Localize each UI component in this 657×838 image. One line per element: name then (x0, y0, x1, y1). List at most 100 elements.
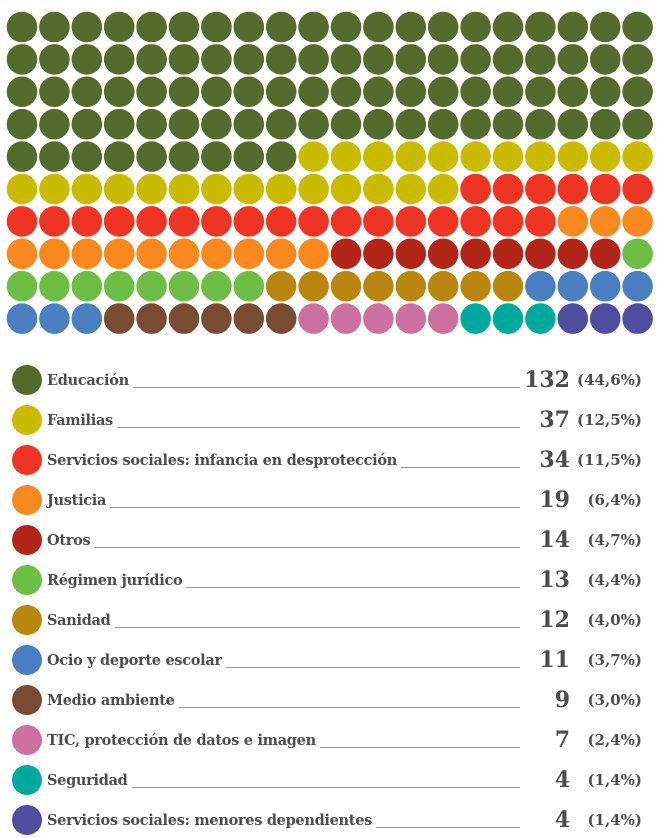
waffle-dot (363, 303, 394, 334)
legend-label: Sanidad (47, 611, 111, 629)
waffle-dot (427, 270, 459, 302)
legend-label: TIC, protección de datos e imagen (47, 731, 316, 749)
waffle-dot (557, 238, 589, 270)
leader-line (94, 547, 520, 548)
waffle-dot (427, 173, 459, 205)
legend-row: Familias 37 (12,5%) (0, 402, 657, 438)
leader-line (114, 627, 520, 628)
waffle-dot (265, 270, 297, 302)
legend-row: Seguridad 4 (1,4%) (0, 762, 657, 798)
waffle-dot (103, 303, 135, 334)
waffle-dot (71, 76, 103, 108)
percent: (1,4%) (587, 771, 642, 789)
waffle-dot (298, 11, 329, 43)
waffle-dot (492, 76, 524, 108)
percent: (2,4%) (587, 731, 642, 749)
waffle-dot (589, 76, 621, 108)
waffle-dot (39, 270, 70, 302)
waffle-dot (233, 238, 265, 270)
waffle-dot (136, 303, 167, 334)
waffle-dot (39, 303, 70, 334)
waffle-dot (71, 303, 103, 334)
waffle-dot (39, 206, 70, 237)
waffle-dot (525, 238, 556, 270)
waffle-dot (492, 206, 524, 237)
waffle-dot (363, 11, 394, 43)
waffle-dot (39, 141, 70, 172)
count: 12 (539, 607, 570, 633)
waffle-dot (363, 141, 394, 172)
waffle-dot (201, 11, 232, 43)
waffle-dot (6, 270, 38, 302)
legend-swatch (12, 565, 42, 595)
waffle-dot (395, 76, 427, 108)
waffle-dot (168, 141, 200, 172)
waffle-dot (363, 206, 394, 237)
waffle-dot (589, 238, 621, 270)
count: 11 (539, 647, 570, 673)
waffle-dot (525, 108, 556, 140)
legend-label: Medio ambiente (47, 691, 175, 709)
waffle-dot (330, 141, 362, 172)
waffle-dot (298, 238, 329, 270)
waffle-dot (6, 108, 38, 140)
waffle-dot (136, 44, 167, 75)
waffle-dot (557, 173, 589, 205)
waffle-dot (395, 206, 427, 237)
waffle-dot (460, 270, 491, 302)
waffle-dot (622, 238, 653, 270)
waffle-dot (525, 44, 556, 75)
count: 13 (539, 567, 570, 593)
waffle-dot (395, 303, 427, 334)
legend-swatch (12, 485, 42, 515)
waffle-dot (265, 141, 297, 172)
waffle-dot (71, 108, 103, 140)
legend-swatch (12, 725, 42, 755)
waffle-dot (233, 108, 265, 140)
waffle-dot (557, 44, 589, 75)
waffle-dot (330, 11, 362, 43)
legend-label: Ocio y deporte escolar (47, 651, 222, 669)
legend-label: Régimen jurídico (47, 571, 183, 589)
percent: (4,4%) (587, 571, 642, 589)
waffle-dot (233, 173, 265, 205)
waffle-dot (168, 303, 200, 334)
waffle-dot (298, 76, 329, 108)
waffle-dot (6, 11, 38, 43)
waffle-dot (265, 44, 297, 75)
waffle-dot (71, 206, 103, 237)
waffle-dot (233, 76, 265, 108)
waffle-dot (265, 108, 297, 140)
waffle-dot (492, 141, 524, 172)
waffle-dot (395, 108, 427, 140)
legend-swatch (12, 765, 42, 795)
legend-label: Educación (47, 371, 129, 389)
waffle-dot (622, 206, 653, 237)
waffle-dot (330, 173, 362, 205)
waffle-dot (460, 76, 491, 108)
waffle-dot (39, 76, 70, 108)
waffle-dot (298, 141, 329, 172)
waffle-dot (460, 173, 491, 205)
count: 9 (554, 687, 570, 713)
waffle-dot (492, 44, 524, 75)
waffle-dot (525, 173, 556, 205)
waffle-dot (525, 11, 556, 43)
count: 34 (539, 447, 570, 473)
waffle-dot (557, 270, 589, 302)
legend-label: Seguridad (47, 771, 128, 789)
waffle-dot (427, 206, 459, 237)
waffle-dot (201, 206, 232, 237)
waffle-dot (395, 44, 427, 75)
waffle-dot (298, 206, 329, 237)
waffle-dot (168, 238, 200, 270)
waffle-dot (460, 303, 491, 334)
legend-label: Justicia (47, 491, 107, 509)
waffle-dot (492, 270, 524, 302)
waffle-dot (330, 238, 362, 270)
waffle-dot (233, 303, 265, 334)
waffle-dot (201, 173, 232, 205)
waffle-dot (233, 44, 265, 75)
leader-line (400, 467, 520, 468)
waffle-dot (168, 76, 200, 108)
